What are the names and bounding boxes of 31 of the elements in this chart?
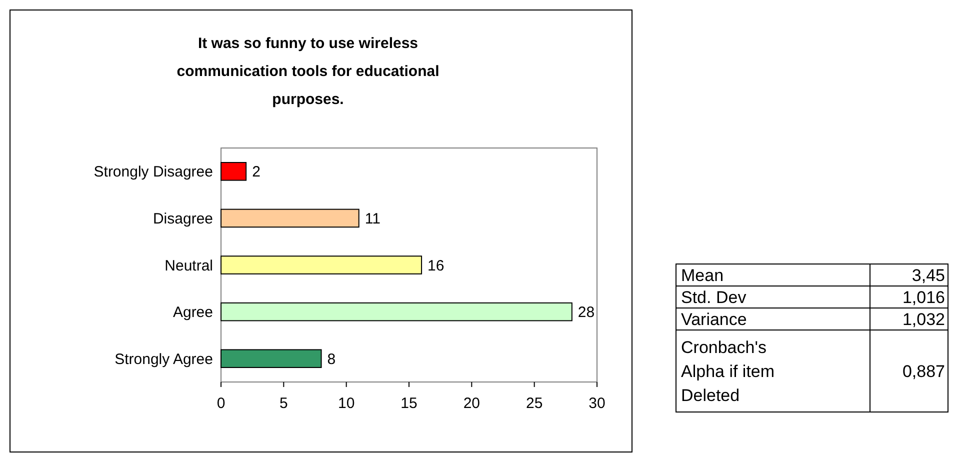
x-tick-label: 15	[400, 395, 418, 412]
data-label: 8	[327, 350, 336, 368]
chart-title: It was so funny to use wireless communication tools for educational purposes.	[176, 35, 440, 108]
y-tick-label: Strongly Agree	[114, 350, 213, 368]
y-tick-label: Neutral	[164, 257, 213, 274]
y-tick-label: Strongly Disagree	[94, 164, 213, 181]
bar	[220, 349, 322, 368]
category-label: Mean	[681, 266, 724, 285]
x-tick-label: 5	[279, 395, 288, 412]
x-tick-label: 30	[588, 395, 606, 412]
x-tick-label: 20	[463, 395, 480, 412]
data-label: 11	[364, 210, 380, 228]
x-tick-label: 10	[338, 395, 355, 412]
bar	[220, 302, 572, 322]
x-tick-label: 0	[216, 395, 226, 412]
bar	[220, 162, 247, 181]
y-tick-label: Agree	[172, 304, 213, 322]
category-label: Cronbach's Alpha if item Deleted	[681, 338, 775, 405]
data-label: 2	[252, 164, 260, 181]
data-label: 28	[578, 304, 595, 322]
text: 0,887	[902, 362, 945, 381]
text: 1,032	[902, 310, 945, 329]
data-label: 16	[428, 257, 444, 274]
category-label: Variance	[681, 310, 747, 329]
text: 3,45	[912, 266, 945, 285]
category-label: Std. Dev	[681, 288, 747, 307]
y-tick-label: Disagree	[152, 210, 213, 228]
bar	[220, 256, 422, 274]
bar	[220, 208, 360, 228]
text: 1,016	[902, 288, 945, 307]
x-tick-label: 25	[526, 395, 543, 412]
